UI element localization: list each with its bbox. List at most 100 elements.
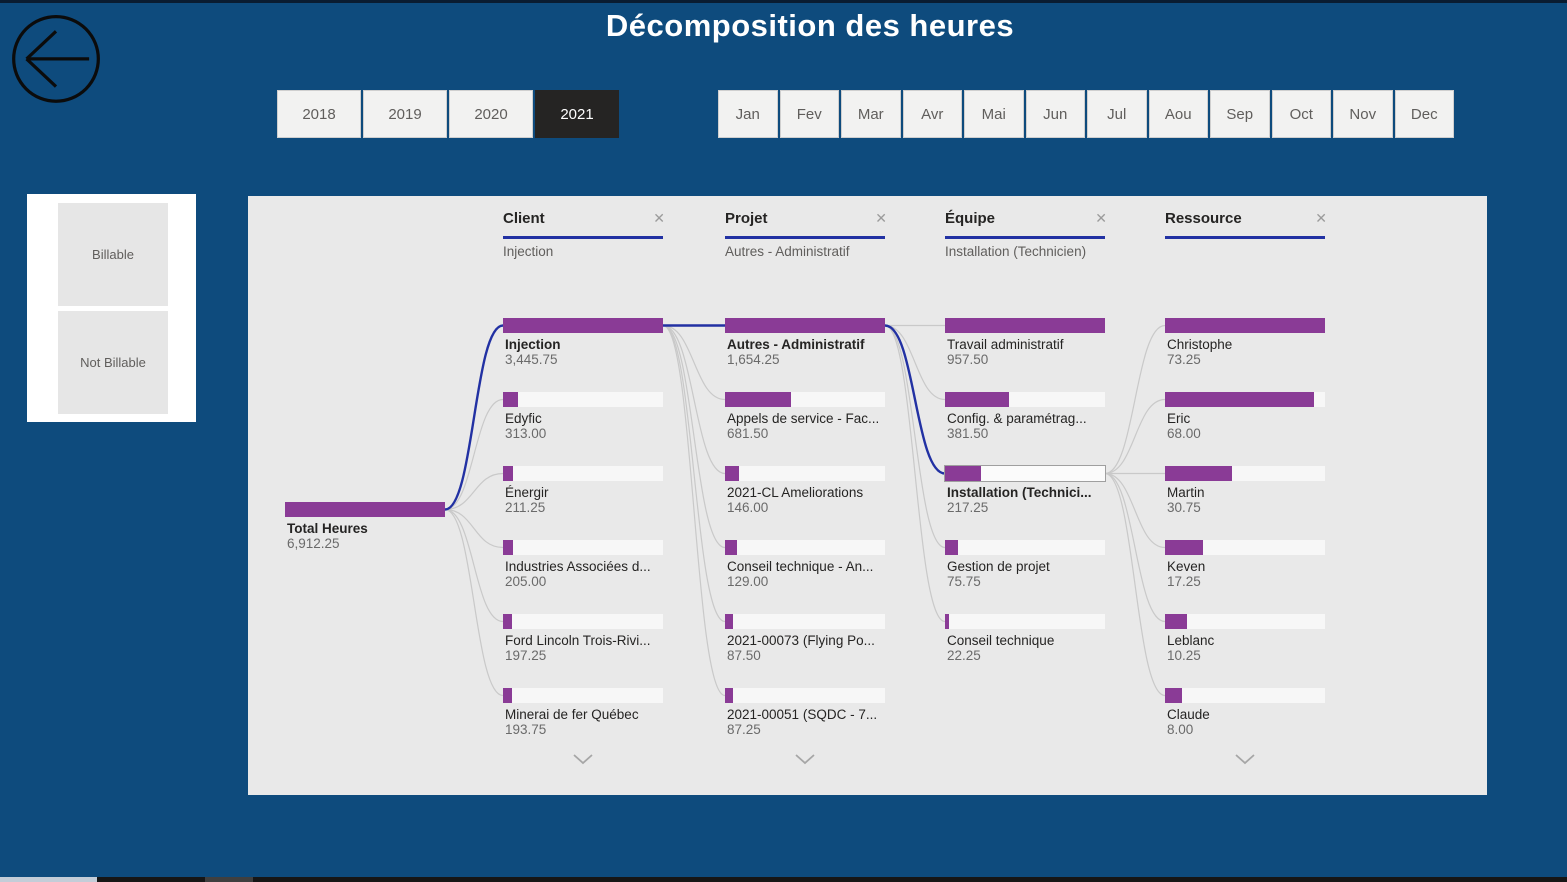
node-label: Injection: [505, 337, 561, 352]
node-bar-track: [725, 540, 885, 555]
tree-node-1-6[interactable]: Minerai de fer Québec 193.75: [503, 688, 675, 737]
show-more-chevron-icon[interactable]: [572, 752, 594, 765]
month-button-nov[interactable]: Nov: [1333, 90, 1393, 138]
tree-node-3-5[interactable]: Conseil technique 22.25: [945, 614, 1117, 663]
node-value: 22.25: [947, 648, 981, 663]
node-bar-fill: [503, 540, 513, 555]
node-label: Edyfic: [505, 411, 542, 426]
level-selected-value: Autres - Administratif: [725, 244, 850, 259]
tree-node-2-2[interactable]: Appels de service - Fac... 681.50: [725, 392, 897, 441]
tree-node-4-6[interactable]: Claude 8.00: [1165, 688, 1337, 737]
year-slicer: 2018 2019 2020 2021: [277, 90, 619, 138]
month-button-oct[interactable]: Oct: [1271, 90, 1331, 138]
node-bar-fill: [725, 688, 733, 703]
node-bar-track: [1165, 540, 1325, 555]
level-selected-value: Injection: [503, 244, 554, 259]
month-button-mai[interactable]: Mai: [964, 90, 1024, 138]
level-close-icon[interactable]: ✕: [1095, 210, 1107, 226]
node-label: Martin: [1167, 485, 1205, 500]
node-label: Claude: [1167, 707, 1210, 722]
node-bar-fill: [503, 392, 518, 407]
node-value: 217.25: [947, 500, 989, 515]
tree-node-2-6[interactable]: 2021-00051 (SQDC - 7... 87.25: [725, 688, 897, 737]
year-button-2018[interactable]: 2018: [277, 90, 361, 138]
node-bar-fill: [503, 614, 512, 629]
node-value: 3,445.75: [505, 352, 558, 367]
tree-node-root[interactable]: Total Heures 6,912.25: [285, 502, 457, 551]
show-more-chevron-icon[interactable]: [794, 752, 816, 765]
tree-node-2-1[interactable]: Autres - Administratif 1,654.25: [725, 318, 897, 367]
node-bar-fill: [725, 392, 791, 407]
tree-node-4-1[interactable]: Christophe 73.25: [1165, 318, 1337, 367]
tree-node-1-4[interactable]: Industries Associées d... 205.00: [503, 540, 675, 589]
node-bar-track: [1165, 392, 1325, 407]
level-header-1: Client ✕ Injection: [503, 210, 667, 259]
level-field-label: Équipe: [945, 210, 996, 227]
node-bar-track: [725, 466, 885, 481]
month-button-aou[interactable]: Aou: [1148, 90, 1208, 138]
node-label: Industries Associées d...: [505, 559, 651, 574]
show-more-chevron-icon[interactable]: [1234, 752, 1256, 765]
tree-node-1-3[interactable]: Énergir 211.25: [503, 466, 675, 515]
taskbar-edge-gray-segment: [205, 877, 253, 882]
node-label: Eric: [1167, 411, 1191, 426]
node-bar-fill: [945, 318, 1105, 333]
tree-node-3-4[interactable]: Gestion de projet 75.75: [945, 540, 1117, 589]
year-button-2020[interactable]: 2020: [449, 90, 533, 138]
node-bar-track: [503, 540, 663, 555]
node-label: 2021-00051 (SQDC - 7...: [727, 707, 878, 722]
node-bar-fill: [1165, 688, 1182, 703]
node-label: Leblanc: [1167, 633, 1215, 648]
level-selected-value: Installation (Technicien): [945, 244, 1087, 259]
month-button-jul[interactable]: Jul: [1087, 90, 1147, 138]
tree-node-4-4[interactable]: Keven 17.25: [1165, 540, 1337, 589]
node-label: Appels de service - Fac...: [727, 411, 880, 426]
tree-node-4-5[interactable]: Leblanc 10.25: [1165, 614, 1337, 663]
tree-node-3-3[interactable]: Installation (Technici... 217.25: [944, 465, 1117, 515]
month-button-jan[interactable]: Jan: [718, 90, 778, 138]
node-label: Ford Lincoln Trois-Rivi...: [505, 633, 651, 648]
tree-node-4-2[interactable]: Eric 68.00: [1165, 392, 1337, 441]
node-value: 197.25: [505, 648, 547, 663]
node-bar-track: [945, 392, 1105, 407]
node-label: Gestion de projet: [947, 559, 1050, 574]
month-button-jun[interactable]: Jun: [1025, 90, 1085, 138]
year-button-2019[interactable]: 2019: [363, 90, 447, 138]
month-button-mar[interactable]: Mar: [841, 90, 901, 138]
node-label: 2021-00073 (Flying Po...: [727, 633, 875, 648]
node-bar-fill: [725, 614, 733, 629]
tree-node-1-5[interactable]: Ford Lincoln Trois-Rivi... 197.25: [503, 614, 675, 663]
month-button-sep[interactable]: Sep: [1210, 90, 1270, 138]
month-button-fev[interactable]: Fev: [779, 90, 839, 138]
tree-node-3-2[interactable]: Config. & paramétrag... 381.50: [945, 392, 1117, 441]
level-close-icon[interactable]: ✕: [875, 210, 887, 226]
level-underline: [945, 236, 1105, 239]
node-bar-track: [1165, 688, 1325, 703]
level-close-icon[interactable]: ✕: [1315, 210, 1327, 226]
node-bar-fill: [1165, 318, 1325, 333]
not-billable-button[interactable]: Not Billable: [58, 311, 168, 414]
node-bar-track: [725, 688, 885, 703]
node-bar-fill: [725, 466, 739, 481]
tree-node-2-5[interactable]: 2021-00073 (Flying Po... 87.50: [725, 614, 897, 663]
year-button-2021[interactable]: 2021: [535, 90, 619, 138]
tree-node-2-3[interactable]: 2021-CL Ameliorations 146.00: [725, 466, 897, 515]
tree-node-4-3[interactable]: Martin 30.75: [1165, 466, 1337, 515]
level-close-icon[interactable]: ✕: [653, 210, 665, 226]
node-bar-track: [725, 392, 885, 407]
node-bar-fill: [1165, 392, 1314, 407]
billable-button[interactable]: Billable: [58, 203, 168, 306]
tree-node-1-1[interactable]: Injection 3,445.75: [503, 318, 675, 367]
month-button-dec[interactable]: Dec: [1394, 90, 1454, 138]
tree-node-1-2[interactable]: Edyfic 313.00: [503, 392, 675, 441]
month-button-avr[interactable]: Avr: [902, 90, 962, 138]
node-label: Installation (Technici...: [947, 485, 1092, 500]
tree-node-2-4[interactable]: Conseil technique - An... 129.00: [725, 540, 897, 589]
node-bar-fill: [945, 392, 1009, 407]
node-bar-fill: [725, 318, 885, 333]
page-title: Décomposition des heures: [605, 8, 1015, 43]
back-button[interactable]: [10, 12, 102, 104]
node-value: 205.00: [505, 574, 547, 589]
tree-node-3-1[interactable]: Travail administratif 957.50: [945, 318, 1117, 367]
level-field-label: Ressource: [1165, 210, 1242, 227]
